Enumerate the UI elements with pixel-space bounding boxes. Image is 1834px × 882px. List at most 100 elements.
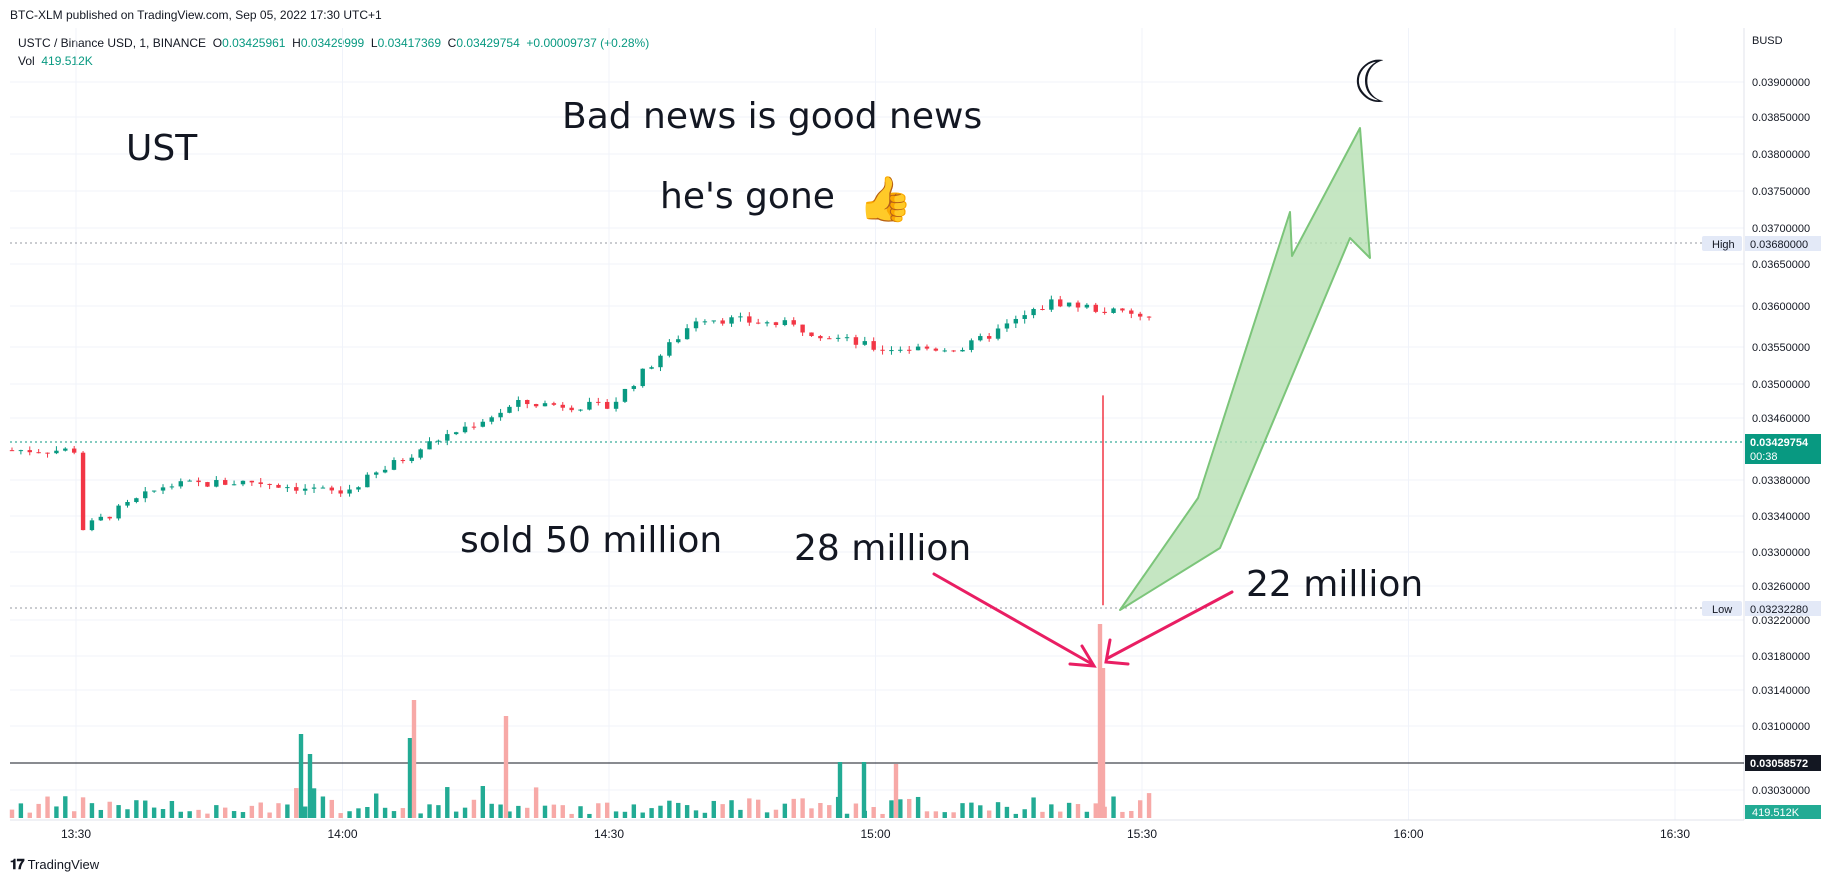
candle-body (329, 487, 334, 491)
price-axis: 0.03900000 0.03850000 0.03800000 0.03750000… (1752, 77, 1810, 797)
candle-body (1111, 308, 1116, 313)
volume-bar (667, 800, 672, 818)
candle-body (525, 399, 530, 405)
countdown: 00:38 (1750, 451, 1778, 463)
volume-tag-bg (1745, 805, 1821, 819)
candle-body (933, 348, 939, 351)
volume-bar (151, 807, 157, 818)
candle-body (143, 491, 148, 499)
volume-bar (134, 800, 139, 818)
last-price: 0.03429754 (1750, 437, 1809, 449)
candle-body (622, 388, 628, 402)
volume-spike (307, 754, 313, 818)
volume-bar (809, 808, 814, 818)
volume-bar (1075, 804, 1081, 818)
volume-spike (1097, 624, 1103, 818)
symbol-legend: USTC / Binance USD, 1, BINANCE O0.034259… (18, 34, 649, 70)
volume-bar (453, 811, 459, 818)
candle-body (818, 336, 823, 339)
volume-bar (684, 805, 690, 818)
candle-body (169, 486, 175, 488)
volume-bar (747, 798, 752, 818)
candle-body (1013, 318, 1019, 324)
volume-bar (276, 803, 281, 818)
candle-body (471, 426, 477, 428)
candle-body (898, 349, 903, 351)
price-tick-label: 0.03900000 (1752, 77, 1810, 89)
crosshair-price-bg (1745, 755, 1821, 771)
last-price-bg (1745, 434, 1821, 464)
volume-bar (853, 803, 859, 818)
volume-bar (969, 802, 974, 818)
price-tick-label: 0.03100000 (1752, 721, 1810, 733)
volume-bar (898, 799, 903, 818)
volume-spike (298, 734, 304, 818)
candle-body (1058, 299, 1063, 307)
candle-body (986, 336, 992, 339)
candle-body (409, 457, 414, 461)
candle-body (107, 516, 112, 519)
footer: 𝟏𝟕 TradingView (10, 856, 99, 873)
volume-bar (889, 800, 894, 818)
volume-bar (311, 788, 317, 818)
volume-bar (951, 812, 956, 818)
gone-label: he's gone (660, 176, 835, 217)
candle-body (27, 450, 32, 453)
candle-body (791, 320, 796, 325)
candle-body (1146, 316, 1152, 318)
high-price: 0.03680000 (1750, 239, 1808, 251)
volume-bar (418, 813, 423, 818)
candle-body (764, 322, 770, 324)
price-tick-label: 0.03180000 (1752, 651, 1810, 663)
volume-bar (702, 812, 708, 818)
change-value: +0.00009737 (+0.28%) (526, 36, 650, 50)
candle-body (1102, 311, 1107, 313)
volume-bar (205, 813, 210, 818)
price-tick-label: 0.03750000 (1752, 186, 1810, 198)
volume-bar (18, 803, 24, 818)
low-price: 0.03232280 (1750, 604, 1808, 616)
volume-bar (676, 802, 681, 818)
candle-body (756, 322, 761, 324)
arrow-22-head (1104, 638, 1130, 666)
volume-bar (995, 802, 1001, 818)
candle-body (907, 349, 912, 351)
candle-body (738, 316, 743, 318)
sold-label: sold 50 million (460, 520, 722, 561)
candle-body (347, 489, 352, 494)
volume-bar (480, 786, 486, 818)
volume-bar (302, 806, 308, 818)
candle-body (427, 441, 432, 450)
candle-body (880, 349, 885, 351)
low-price-bg (1745, 601, 1821, 616)
green-up-arrow (1119, 127, 1371, 611)
candle-body (436, 440, 441, 442)
tradingview-logo-icon: 𝟏𝟕 (10, 856, 25, 872)
volume-bar (551, 804, 557, 818)
candle-body (702, 321, 708, 323)
volume-bar (827, 805, 832, 818)
candles (9, 295, 1152, 606)
volume-bar (258, 802, 263, 818)
candle-body (516, 399, 521, 407)
volume-bar (1049, 804, 1054, 818)
close-value: 0.03429754 (456, 36, 520, 50)
chart-grid (10, 28, 1744, 820)
candle-body (80, 452, 86, 531)
candle-body (729, 317, 734, 324)
low-value: 0.03417369 (377, 36, 441, 50)
volume-bar (80, 797, 86, 818)
volume-spike (837, 762, 843, 818)
arrow-28-shaft (932, 572, 1094, 666)
candle-body (596, 401, 601, 403)
candle-body (498, 412, 503, 418)
volume-tag: 419.512K (1752, 807, 1800, 819)
volume-bar (880, 813, 885, 818)
volume-bar (249, 805, 255, 818)
candle-body (604, 401, 610, 409)
candle-body (747, 316, 752, 323)
candle-body (453, 432, 459, 435)
volume-bar (27, 812, 32, 818)
volume-bar (267, 812, 272, 818)
